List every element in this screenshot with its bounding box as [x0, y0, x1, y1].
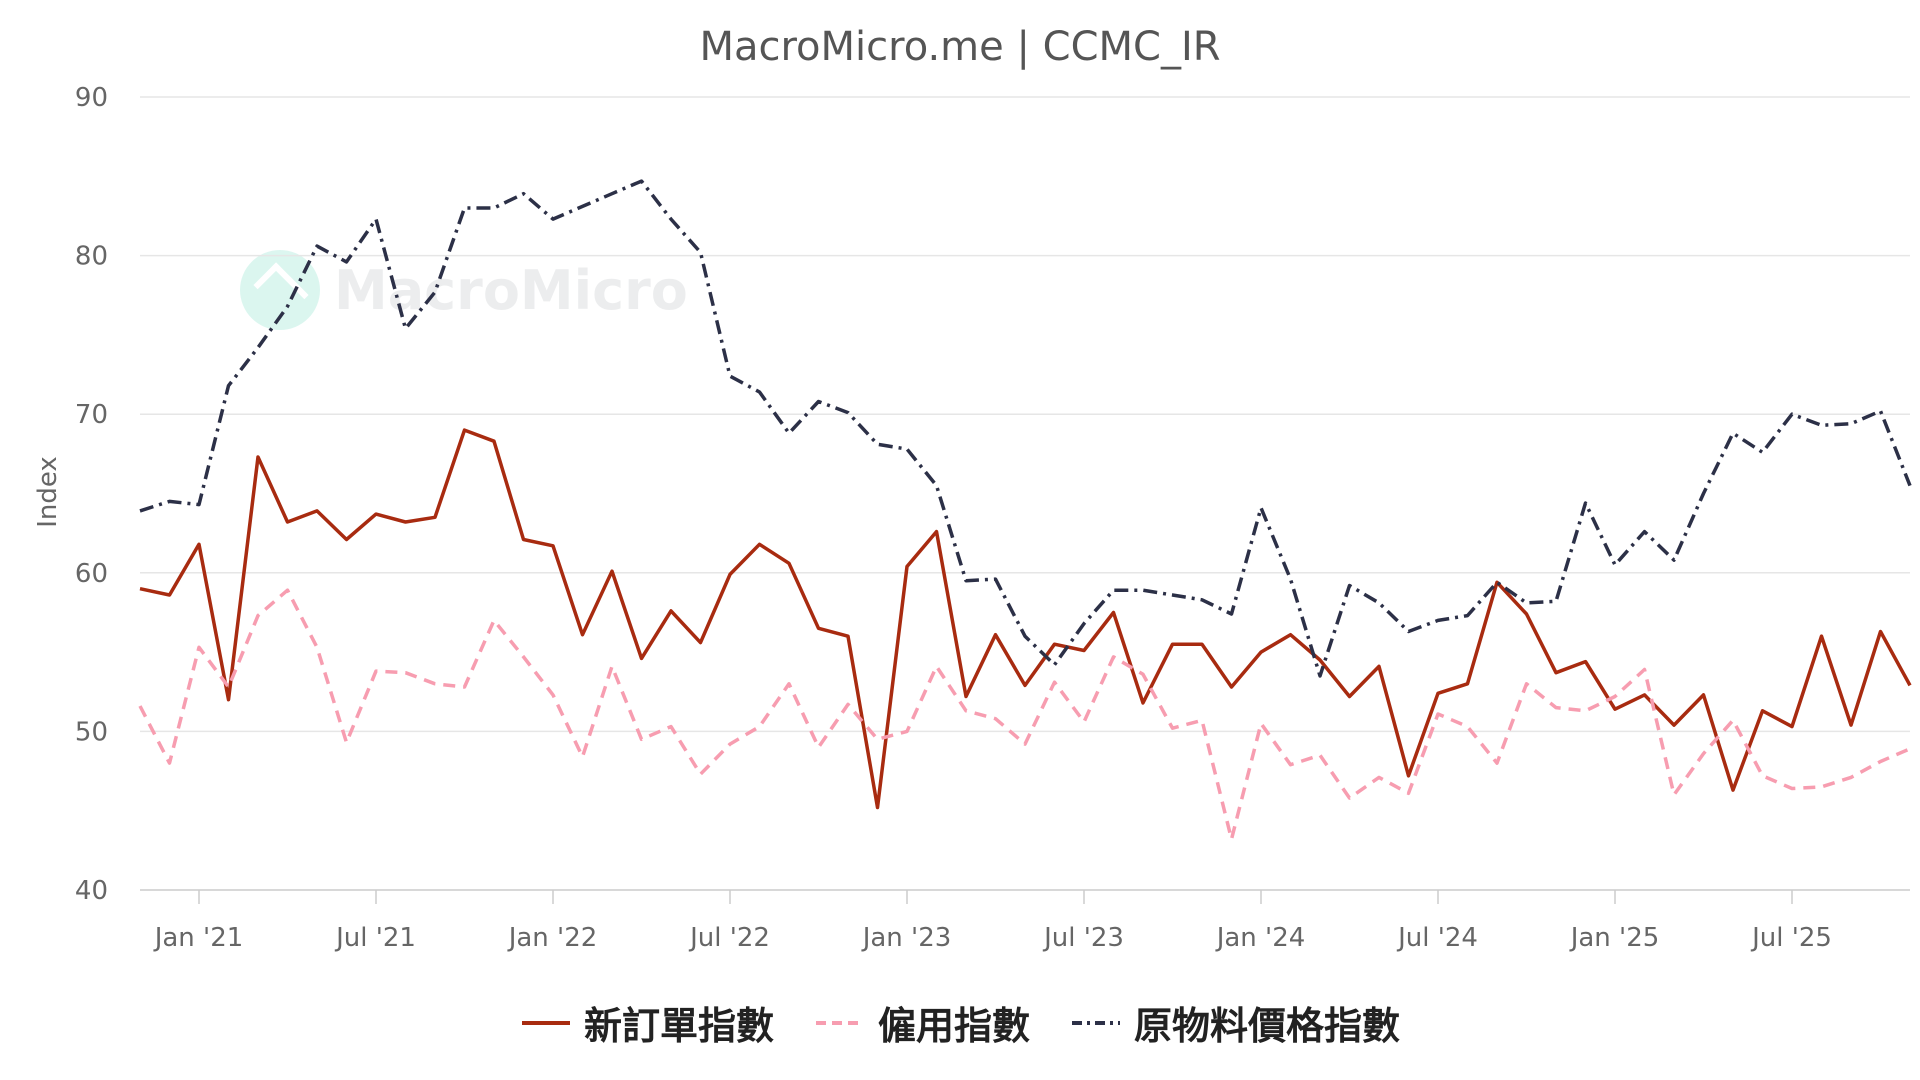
legend-swatch — [815, 1020, 864, 1025]
series-line-3 — [139, 179, 1912, 678]
legend-label: 僱用指數 — [877, 1004, 1030, 1048]
series-line-2 — [138, 588, 1911, 841]
chart-title: MacroMicro.me | CCMC_IR — [699, 24, 1221, 70]
x-tick-label: Jul '21 — [334, 923, 416, 953]
legend-swatch — [1072, 1020, 1120, 1025]
x-tick-label: Jan '25 — [1569, 923, 1660, 953]
legend-item-2[interactable]: 僱用指數 — [814, 995, 1030, 1050]
legend-item-1[interactable]: 新訂單指數 — [520, 995, 774, 1050]
y-tick-label: 40 — [75, 876, 108, 906]
x-tick-label: Jan '22 — [507, 923, 598, 953]
y-tick-label: 90 — [75, 83, 108, 113]
x-tick-label: Jul '22 — [688, 923, 770, 953]
legend-label: 新訂單指數 — [583, 1004, 774, 1048]
y-tick-label: 80 — [75, 242, 108, 272]
x-tick-label: Jan '23 — [861, 923, 952, 953]
line-chart: 40 50 60 70 80 90 Jan '21 Jul '21 Jan '22 Jul '2… — [33, 83, 1912, 953]
watermark-text: MacroMicro — [334, 258, 688, 322]
legend-swatch — [521, 1020, 570, 1025]
series-line-1 — [139, 428, 1912, 810]
x-tick-label: Jan '21 — [153, 923, 244, 953]
y-axis-title: Index — [33, 456, 63, 528]
y-tick-label: 50 — [75, 717, 108, 747]
y-tick-label: 60 — [75, 559, 108, 589]
legend-label: 原物料價格指數 — [1134, 1004, 1401, 1048]
legend-item-3[interactable]: 原物料價格指數 — [1070, 995, 1400, 1050]
x-tick-label: Jan '24 — [1215, 923, 1306, 953]
x-tick-label: Jul '25 — [1750, 923, 1832, 953]
legend: 新訂單指數 僱用指數 原物料價格指數 — [0, 995, 1920, 1050]
series-lines — [138, 179, 1912, 841]
x-tick-label: Jul '24 — [1396, 923, 1478, 953]
grid-lines — [140, 96, 1910, 891]
y-tick-label: 70 — [75, 400, 108, 430]
x-axis: Jan '21 Jul '21 Jan '22 Jul '22 Jan '23 Jul '… — [153, 890, 1832, 953]
y-axis: 40 50 60 70 80 90 — [75, 83, 108, 906]
x-tick-label: Jul '23 — [1042, 923, 1124, 953]
